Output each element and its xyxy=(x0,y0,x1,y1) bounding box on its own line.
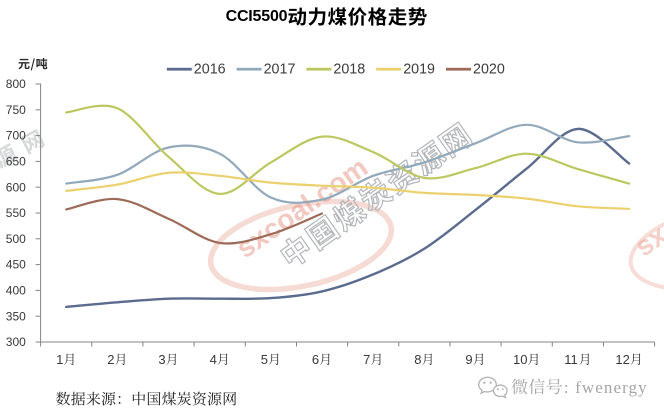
svg-text:2: 2 xyxy=(107,352,114,367)
svg-text:750: 750 xyxy=(6,103,26,117)
svg-text:2020: 2020 xyxy=(473,61,505,77)
svg-text:8: 8 xyxy=(414,352,421,367)
svg-text:2018: 2018 xyxy=(333,61,365,77)
svg-text:10: 10 xyxy=(513,352,527,367)
svg-text:800: 800 xyxy=(6,77,26,91)
svg-text:9: 9 xyxy=(465,352,472,367)
svg-text:2017: 2017 xyxy=(264,61,296,77)
svg-text:350: 350 xyxy=(6,309,26,323)
svg-text:7: 7 xyxy=(363,352,370,367)
svg-text:: fwenergy: : fwenergy xyxy=(564,378,648,397)
svg-text:300: 300 xyxy=(6,335,26,349)
svg-text:2016: 2016 xyxy=(194,61,226,77)
svg-text:650: 650 xyxy=(6,155,26,169)
svg-text:CCI5500: CCI5500 xyxy=(226,8,288,25)
svg-text:6: 6 xyxy=(312,352,319,367)
svg-text:500: 500 xyxy=(6,232,26,246)
svg-text:11: 11 xyxy=(564,352,578,367)
svg-text:5: 5 xyxy=(261,352,268,367)
svg-text:3: 3 xyxy=(158,352,165,367)
svg-text:550: 550 xyxy=(6,206,26,220)
svg-text:700: 700 xyxy=(6,129,26,143)
svg-text:2019: 2019 xyxy=(403,61,435,77)
svg-text:4: 4 xyxy=(210,352,217,367)
svg-text:12: 12 xyxy=(615,352,629,367)
svg-text:600: 600 xyxy=(6,180,26,194)
svg-text:1: 1 xyxy=(56,352,63,367)
svg-text:400: 400 xyxy=(6,284,26,298)
svg-text:450: 450 xyxy=(6,258,26,272)
